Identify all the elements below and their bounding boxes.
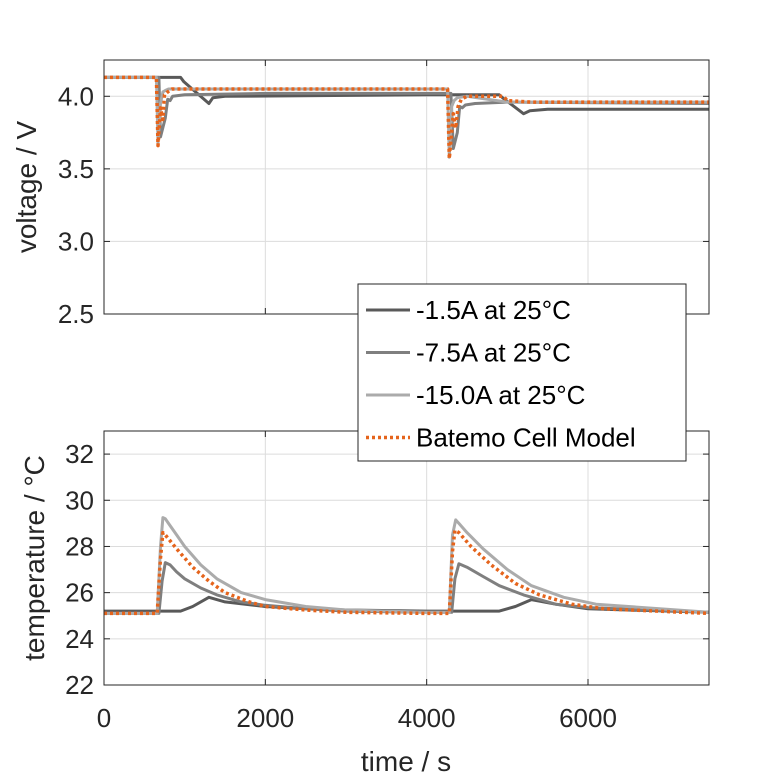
- temperature-x-tick-label: 2000: [236, 703, 294, 733]
- temperature-series: [104, 516, 710, 616]
- temperature-panel: 0 2000 4000 6000 22 24 26 28 30 32 temperature / …: [19, 430, 710, 777]
- legend-items: -1.5A at 25°C -7.5A at 25°C -15.0A at 25°C…: [366, 295, 636, 453]
- temperature-plot-background: [104, 431, 709, 685]
- temperature-x-tick-label: 0: [97, 703, 111, 733]
- voltage-series: [104, 75, 710, 161]
- legend-label: -15.0A at 25°C: [416, 380, 585, 410]
- voltage-panel: 2.5 3.0 3.5 4.0 voltage / V: [11, 59, 710, 329]
- temperature-x-tick-label: 6000: [559, 703, 617, 733]
- temperature-x-tick-label: 4000: [398, 703, 456, 733]
- temperature-y-tick-label: 28: [65, 531, 94, 561]
- temperature-y-tick-label: 22: [65, 670, 94, 700]
- temperature-ticks: 0 2000 4000 6000 22 24 26 28 30 32: [65, 431, 709, 733]
- voltage-y-tick-label: 3.0: [58, 226, 94, 256]
- voltage-plot-background: [104, 60, 709, 314]
- legend-label: -7.5A at 25°C: [416, 338, 571, 368]
- time-x-axis-label: time / s: [361, 746, 451, 777]
- voltage-series-line-4: [104, 75, 709, 161]
- voltage-y-tick-label: 2.5: [58, 299, 94, 329]
- legend-label: -1.5A at 25°C: [416, 295, 571, 325]
- temperature-y-tick-label: 32: [65, 439, 94, 469]
- temperature-series-line-4: [104, 528, 710, 616]
- voltage-series-line-2: [104, 75, 710, 150]
- legend-box: [357, 283, 687, 462]
- temperature-y-tick-label: 30: [65, 485, 94, 515]
- temperature-y-axis-label: temperature / °C: [19, 455, 50, 661]
- legend: -1.5A at 25°C -7.5A at 25°C -15.0A at 25°C…: [357, 283, 687, 462]
- temperature-y-tick-label: 24: [65, 624, 94, 654]
- legend-label: Batemo Cell Model: [416, 423, 636, 453]
- temperature-y-tick-label: 26: [65, 578, 94, 608]
- voltage-y-tick-label: 3.5: [58, 154, 94, 184]
- voltage-y-tick-label: 4.0: [58, 81, 94, 111]
- voltage-y-axis-label: voltage / V: [11, 121, 42, 254]
- temperature-series-line-3: [104, 516, 710, 615]
